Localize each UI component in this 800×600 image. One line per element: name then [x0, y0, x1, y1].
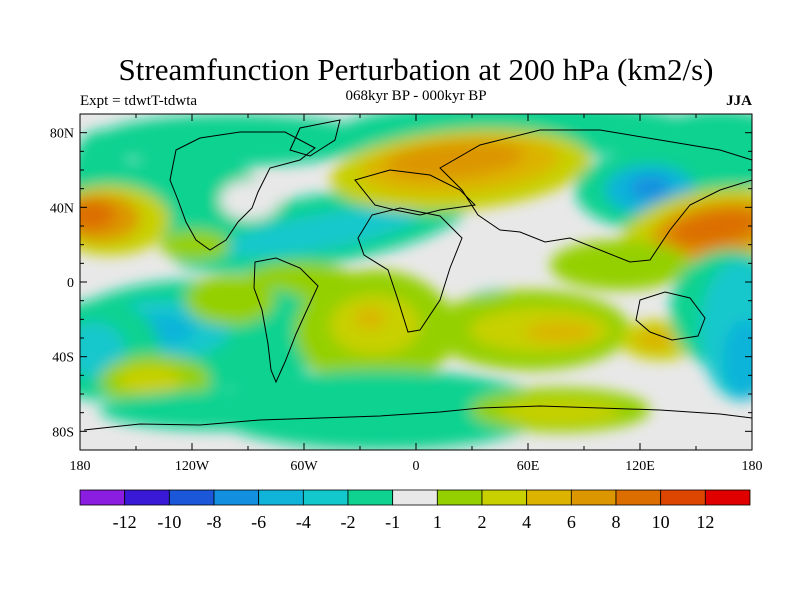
- field-contour: [670, 210, 752, 246]
- chart-subtitle: 068kyr BP - 000kyr BP: [345, 88, 487, 104]
- field-contour: [723, 320, 752, 400]
- field-contour: [355, 308, 385, 328]
- latitude-axis: 80N 40N 0 40S 80S: [50, 127, 752, 440]
- experiment-label: Expt = tdwtT-tdwta: [80, 93, 198, 109]
- coastlines: [83, 119, 752, 431]
- colorbar-swatch: [392, 489, 438, 506]
- coastline-path: [357, 207, 463, 333]
- field-contour: [118, 366, 182, 394]
- colorbar-swatch: [124, 489, 170, 506]
- lon-tick-label: 180: [742, 459, 763, 474]
- colorbar-label: 2: [478, 512, 487, 532]
- coastline-path: [439, 129, 752, 263]
- lon-tick-label: 120E: [625, 459, 655, 474]
- colorbar-label: -8: [207, 512, 222, 532]
- field-contour: [550, 240, 690, 290]
- lon-tick-label: 60E: [517, 459, 540, 474]
- colorbar-swatch: [302, 489, 349, 506]
- season-label: JJA: [726, 93, 752, 109]
- coastline-path: [354, 169, 477, 216]
- colorbar-swatch: [436, 489, 483, 506]
- lon-tick-label: 180: [70, 459, 91, 474]
- streamfunction-field: [80, 114, 752, 450]
- colorbar-swatch: [481, 489, 528, 506]
- colorbar-label: 12: [696, 512, 714, 532]
- field-contour: [210, 370, 550, 450]
- field-contour: [80, 200, 115, 230]
- colorbar-swatch: [258, 489, 304, 506]
- coastline-path: [83, 405, 752, 431]
- field-contour: [160, 230, 230, 260]
- field-contour: [220, 180, 280, 220]
- colorbar-swatch: [615, 489, 662, 506]
- colorbar-label: 4: [522, 512, 531, 532]
- field-contour: [385, 141, 525, 179]
- coastline-path: [253, 257, 319, 384]
- colorbar-label: 1: [433, 512, 442, 532]
- coastline-path: [289, 119, 341, 157]
- colorbar-label: 6: [567, 512, 576, 532]
- colorbar-label: -1: [385, 512, 400, 532]
- lat-tick-label: 0: [67, 276, 74, 291]
- field-contour: [630, 176, 670, 200]
- colorbar: -12 -10 -8 -6 -4 -2 -1 1 2 4 6 8 10 12: [79, 489, 751, 532]
- coastline-path: [169, 131, 316, 251]
- coastline-path: [635, 291, 706, 341]
- colorbar-swatch: [347, 489, 394, 506]
- map-area: [80, 114, 752, 450]
- field-blobs: [80, 114, 752, 450]
- colorbar-swatch: [79, 489, 126, 506]
- field-contour: [185, 275, 275, 325]
- lat-tick-label: 80S: [52, 425, 74, 440]
- lon-tick-label: 0: [413, 459, 420, 474]
- colorbar-label: -10: [157, 512, 181, 532]
- field-contour: [635, 330, 675, 350]
- colorbar-swatch: [168, 489, 215, 506]
- colorbar-swatch: [570, 489, 617, 506]
- lat-tick-label: 80N: [50, 127, 74, 142]
- field-contour: [500, 400, 620, 424]
- colorbar-label: 10: [652, 512, 670, 532]
- colorbar-label: 8: [612, 512, 621, 532]
- lat-tick-label: 40N: [50, 201, 74, 216]
- colorbar-swatch: [213, 489, 260, 506]
- colorbar-label: -4: [296, 512, 311, 532]
- lon-tick-label: 120W: [175, 459, 210, 474]
- chart-title: Streamfunction Perturbation at 200 hPa (…: [118, 52, 714, 87]
- colorbar-swatch: [704, 489, 751, 506]
- colorbar-swatch: [526, 489, 572, 506]
- colorbar-label: -6: [251, 512, 266, 532]
- lon-tick-label: 60W: [290, 459, 318, 474]
- colorbar-swatch: [660, 489, 706, 506]
- colorbar-label: -12: [113, 512, 137, 532]
- longitude-axis: 180 120W 60W 0 60E 120E 180: [70, 114, 763, 474]
- colorbar-label: -2: [341, 512, 356, 532]
- lat-tick-label: 40S: [52, 351, 74, 366]
- field-contour: [100, 390, 340, 430]
- field-contour: [525, 322, 595, 342]
